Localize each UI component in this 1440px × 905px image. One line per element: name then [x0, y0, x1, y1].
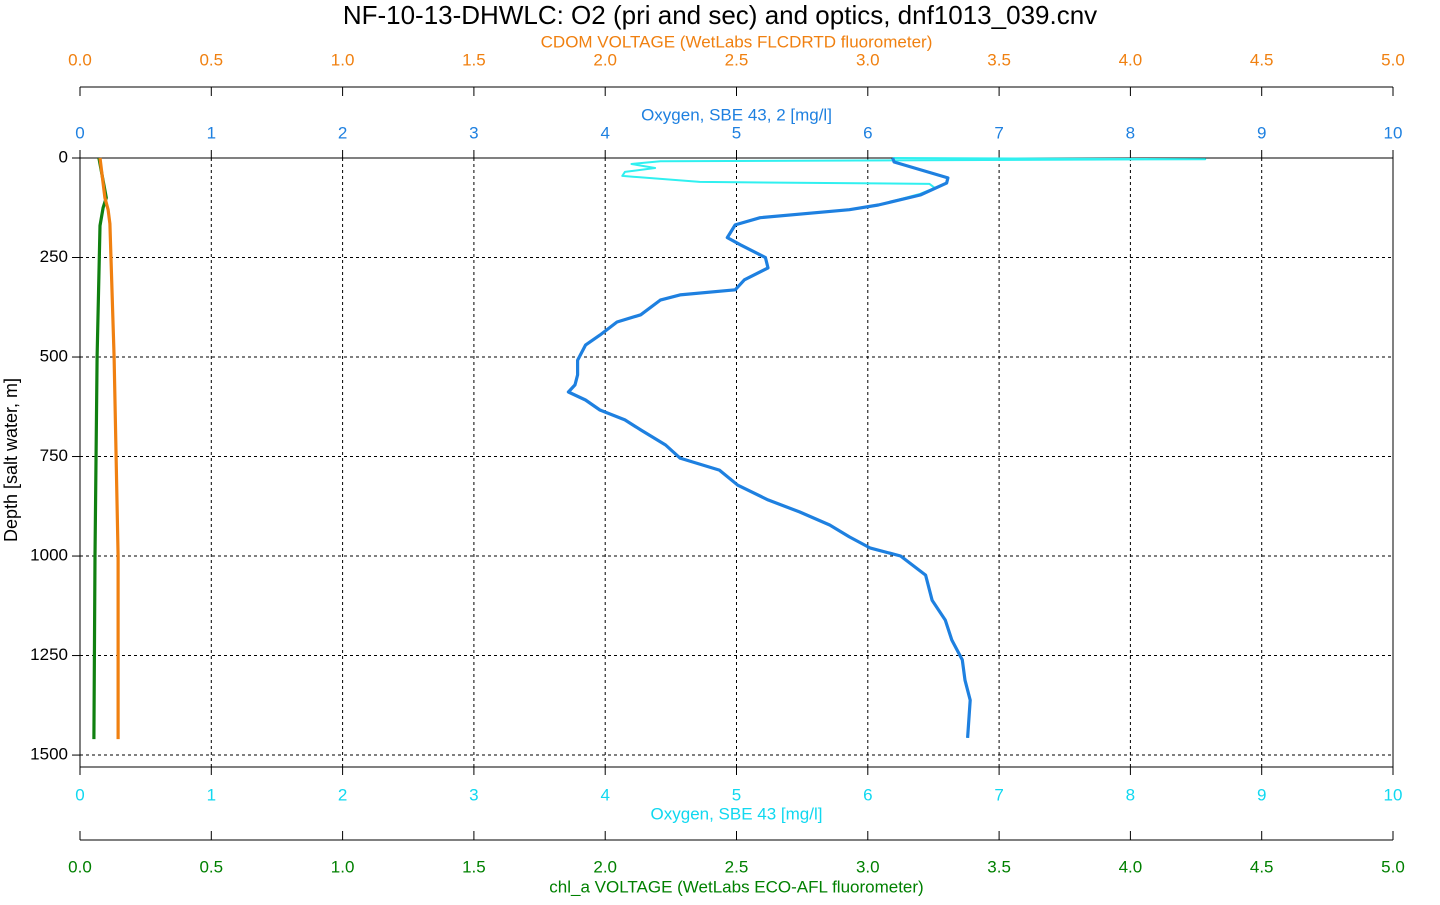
x-tick-label: 3.5 — [987, 857, 1011, 876]
x-tick-label: 8 — [1126, 123, 1135, 142]
x-tick-label: 1 — [207, 785, 216, 804]
y-tick-label: 500 — [40, 347, 68, 366]
y-tick-label: 1250 — [30, 645, 68, 664]
x-tick-label: 1.0 — [331, 50, 355, 69]
x-tick-label: 4.5 — [1250, 50, 1274, 69]
x-tick-label: 0 — [75, 785, 84, 804]
x-tick-label: 5.0 — [1381, 50, 1405, 69]
y-tick-label: 0 — [59, 147, 68, 166]
x-tick-label: 4 — [600, 785, 609, 804]
x-tick-label: 5 — [732, 785, 741, 804]
x-tick-label: 2.0 — [593, 50, 617, 69]
x-tick-label: 0 — [75, 123, 84, 142]
x-tick-label: 4.0 — [1119, 857, 1143, 876]
x-tick-label: 2.0 — [593, 857, 617, 876]
axis-title: CDOM VOLTAGE (WetLabs FLCDRTD fluoromete… — [541, 32, 933, 51]
chart-title: NF-10-13-DHWLC: O2 (pri and sec) and opt… — [343, 0, 1097, 30]
x-tick-label: 6 — [863, 785, 872, 804]
y-axis-title: Depth [salt water, m] — [1, 378, 21, 542]
x-tick-label: 10 — [1384, 785, 1403, 804]
axis-title: Oxygen, SBE 43, 2 [mg/l] — [641, 105, 832, 124]
series-line — [566, 157, 972, 739]
x-tick-label: 3.0 — [856, 857, 880, 876]
x-tick-label: 1.5 — [462, 50, 486, 69]
x-tick-label: 1 — [207, 123, 216, 142]
x-tick-label: 4.5 — [1250, 857, 1274, 876]
y-tick-label: 1500 — [30, 745, 68, 764]
x-tick-label: 3 — [469, 123, 478, 142]
x-tick-label: 3 — [469, 785, 478, 804]
x-tick-label: 1.0 — [331, 857, 355, 876]
series-line — [92, 157, 108, 740]
y-tick-label: 750 — [40, 446, 68, 465]
y-tick-label: 1000 — [30, 546, 68, 565]
series-line — [567, 157, 1207, 738]
x-tick-label: 10 — [1384, 123, 1403, 142]
x-tick-label: 7 — [994, 123, 1003, 142]
x-tick-label: 8 — [1126, 785, 1135, 804]
x-tick-label: 5 — [732, 123, 741, 142]
x-tick-label: 5.0 — [1381, 857, 1405, 876]
x-tick-label: 2.5 — [725, 857, 749, 876]
x-tick-label: 4 — [600, 123, 609, 142]
x-tick-label: 0.5 — [199, 50, 223, 69]
x-tick-label: 0.5 — [199, 857, 223, 876]
x-tick-label: 3.0 — [856, 50, 880, 69]
x-tick-label: 2 — [338, 785, 347, 804]
x-tick-label: 3.5 — [987, 50, 1011, 69]
axis-title: chl_a VOLTAGE (WetLabs ECO-AFL fluoromet… — [549, 877, 923, 896]
x-tick-label: 7 — [994, 785, 1003, 804]
x-tick-label: 4.0 — [1119, 50, 1143, 69]
axis-title: Oxygen, SBE 43 [mg/l] — [651, 804, 823, 823]
x-tick-label: 0.0 — [68, 50, 92, 69]
x-tick-label: 2 — [338, 123, 347, 142]
series-line — [98, 157, 120, 740]
x-tick-label: 0.0 — [68, 857, 92, 876]
x-tick-label: 2.5 — [725, 50, 749, 69]
x-tick-label: 9 — [1257, 123, 1266, 142]
x-tick-label: 1.5 — [462, 857, 486, 876]
x-tick-label: 6 — [863, 123, 872, 142]
y-tick-label: 250 — [40, 247, 68, 266]
x-tick-label: 9 — [1257, 785, 1266, 804]
